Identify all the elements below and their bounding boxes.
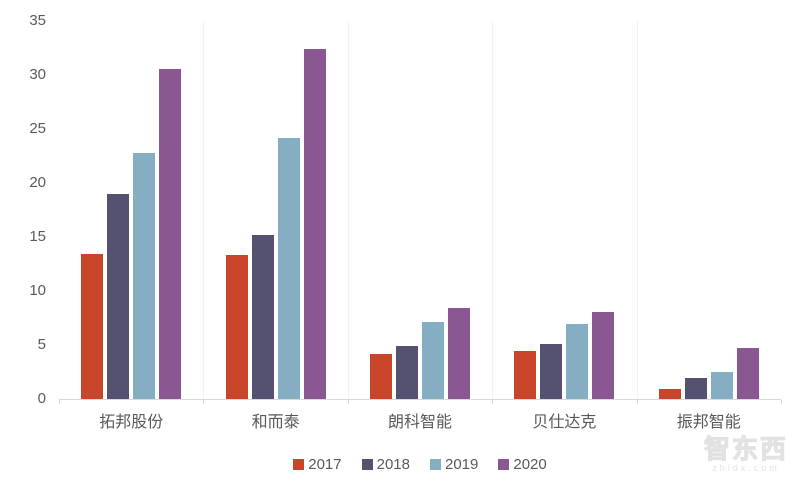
watermark-logo: 智东西 (703, 434, 788, 464)
vertical-gridline (636, 21, 638, 399)
bar-2017-振邦智能 (658, 389, 681, 399)
x-axis-tick (203, 400, 205, 404)
vertical-gridline (347, 21, 349, 399)
legend-label: 2017 (308, 456, 342, 473)
plot-area (59, 21, 781, 399)
bar-2019-振邦智能 (710, 372, 733, 399)
legend-item-2017: 2017 (293, 456, 342, 473)
legend-item-2018: 2018 (361, 456, 410, 473)
x-axis-line (59, 399, 781, 400)
bar-2017-朗科智能 (370, 353, 393, 399)
legend-swatch-icon (361, 459, 373, 470)
x-category-label: 振邦智能 (676, 414, 741, 431)
x-axis-tick (347, 400, 349, 404)
vertical-gridline (203, 21, 205, 399)
bar-group-5 (637, 21, 781, 399)
x-category-label: 拓邦股份 (99, 414, 164, 431)
bar-groups (59, 21, 781, 399)
bar-2020-和而泰 (303, 49, 326, 399)
bar-2018-和而泰 (251, 234, 274, 399)
bar-2018-拓邦股份 (107, 193, 130, 399)
vertical-gridline (492, 21, 494, 399)
legend-item-2020: 2020 (498, 456, 547, 473)
legend-item-2019: 2019 (430, 456, 478, 473)
y-tick-label: 25 (29, 120, 46, 137)
bar-2018-振邦智能 (684, 378, 707, 399)
bar-2020-拓邦股份 (159, 68, 182, 399)
y-tick-label: 15 (29, 228, 46, 245)
bar-group-2 (203, 21, 347, 399)
watermark: 智东西 zhidx.com (703, 434, 788, 474)
legend-label: 2019 (445, 456, 479, 473)
bar-2017-拓邦股份 (81, 254, 104, 399)
x-axis-tick (636, 400, 638, 404)
bar-2019-朗科智能 (422, 322, 445, 399)
bar-group-3 (348, 21, 492, 399)
bar-2019-和而泰 (277, 137, 300, 399)
bar-2020-朗科智能 (448, 308, 471, 399)
x-axis-tick (781, 400, 782, 404)
x-category-label: 朗科智能 (387, 414, 452, 431)
bar-2017-和而泰 (225, 255, 248, 399)
legend: 2017 2018 2019 2020 (59, 456, 781, 473)
y-tick-label: 20 (29, 174, 46, 191)
y-tick-label: 35 (29, 12, 46, 29)
legend-label: 2020 (513, 456, 547, 473)
bar-2020-贝仕达克 (592, 311, 615, 399)
bar-2017-贝仕达克 (514, 351, 537, 399)
legend-swatch-icon (293, 459, 305, 470)
bar-group-1 (59, 21, 203, 399)
x-axis-tick (492, 400, 494, 404)
bar-2020-振邦智能 (736, 348, 759, 399)
bar-2018-朗科智能 (396, 346, 419, 399)
x-axis-tick (59, 400, 60, 404)
legend-swatch-icon (430, 459, 441, 470)
bar-2018-贝仕达克 (540, 343, 563, 399)
x-category-label: 贝仕达克 (532, 414, 597, 431)
y-tick-label: 30 (29, 66, 46, 83)
legend-label: 2018 (376, 456, 410, 473)
y-tick-label: 10 (29, 282, 46, 299)
bar-2019-拓邦股份 (133, 152, 156, 399)
y-tick-label: 0 (37, 390, 46, 407)
legend-swatch-icon (498, 459, 510, 470)
watermark-url: zhidx.com (712, 463, 780, 473)
bar-group-4 (492, 21, 636, 399)
x-category-label: 和而泰 (251, 414, 300, 431)
bar-2019-贝仕达克 (566, 324, 589, 399)
y-tick-label: 5 (37, 336, 46, 353)
